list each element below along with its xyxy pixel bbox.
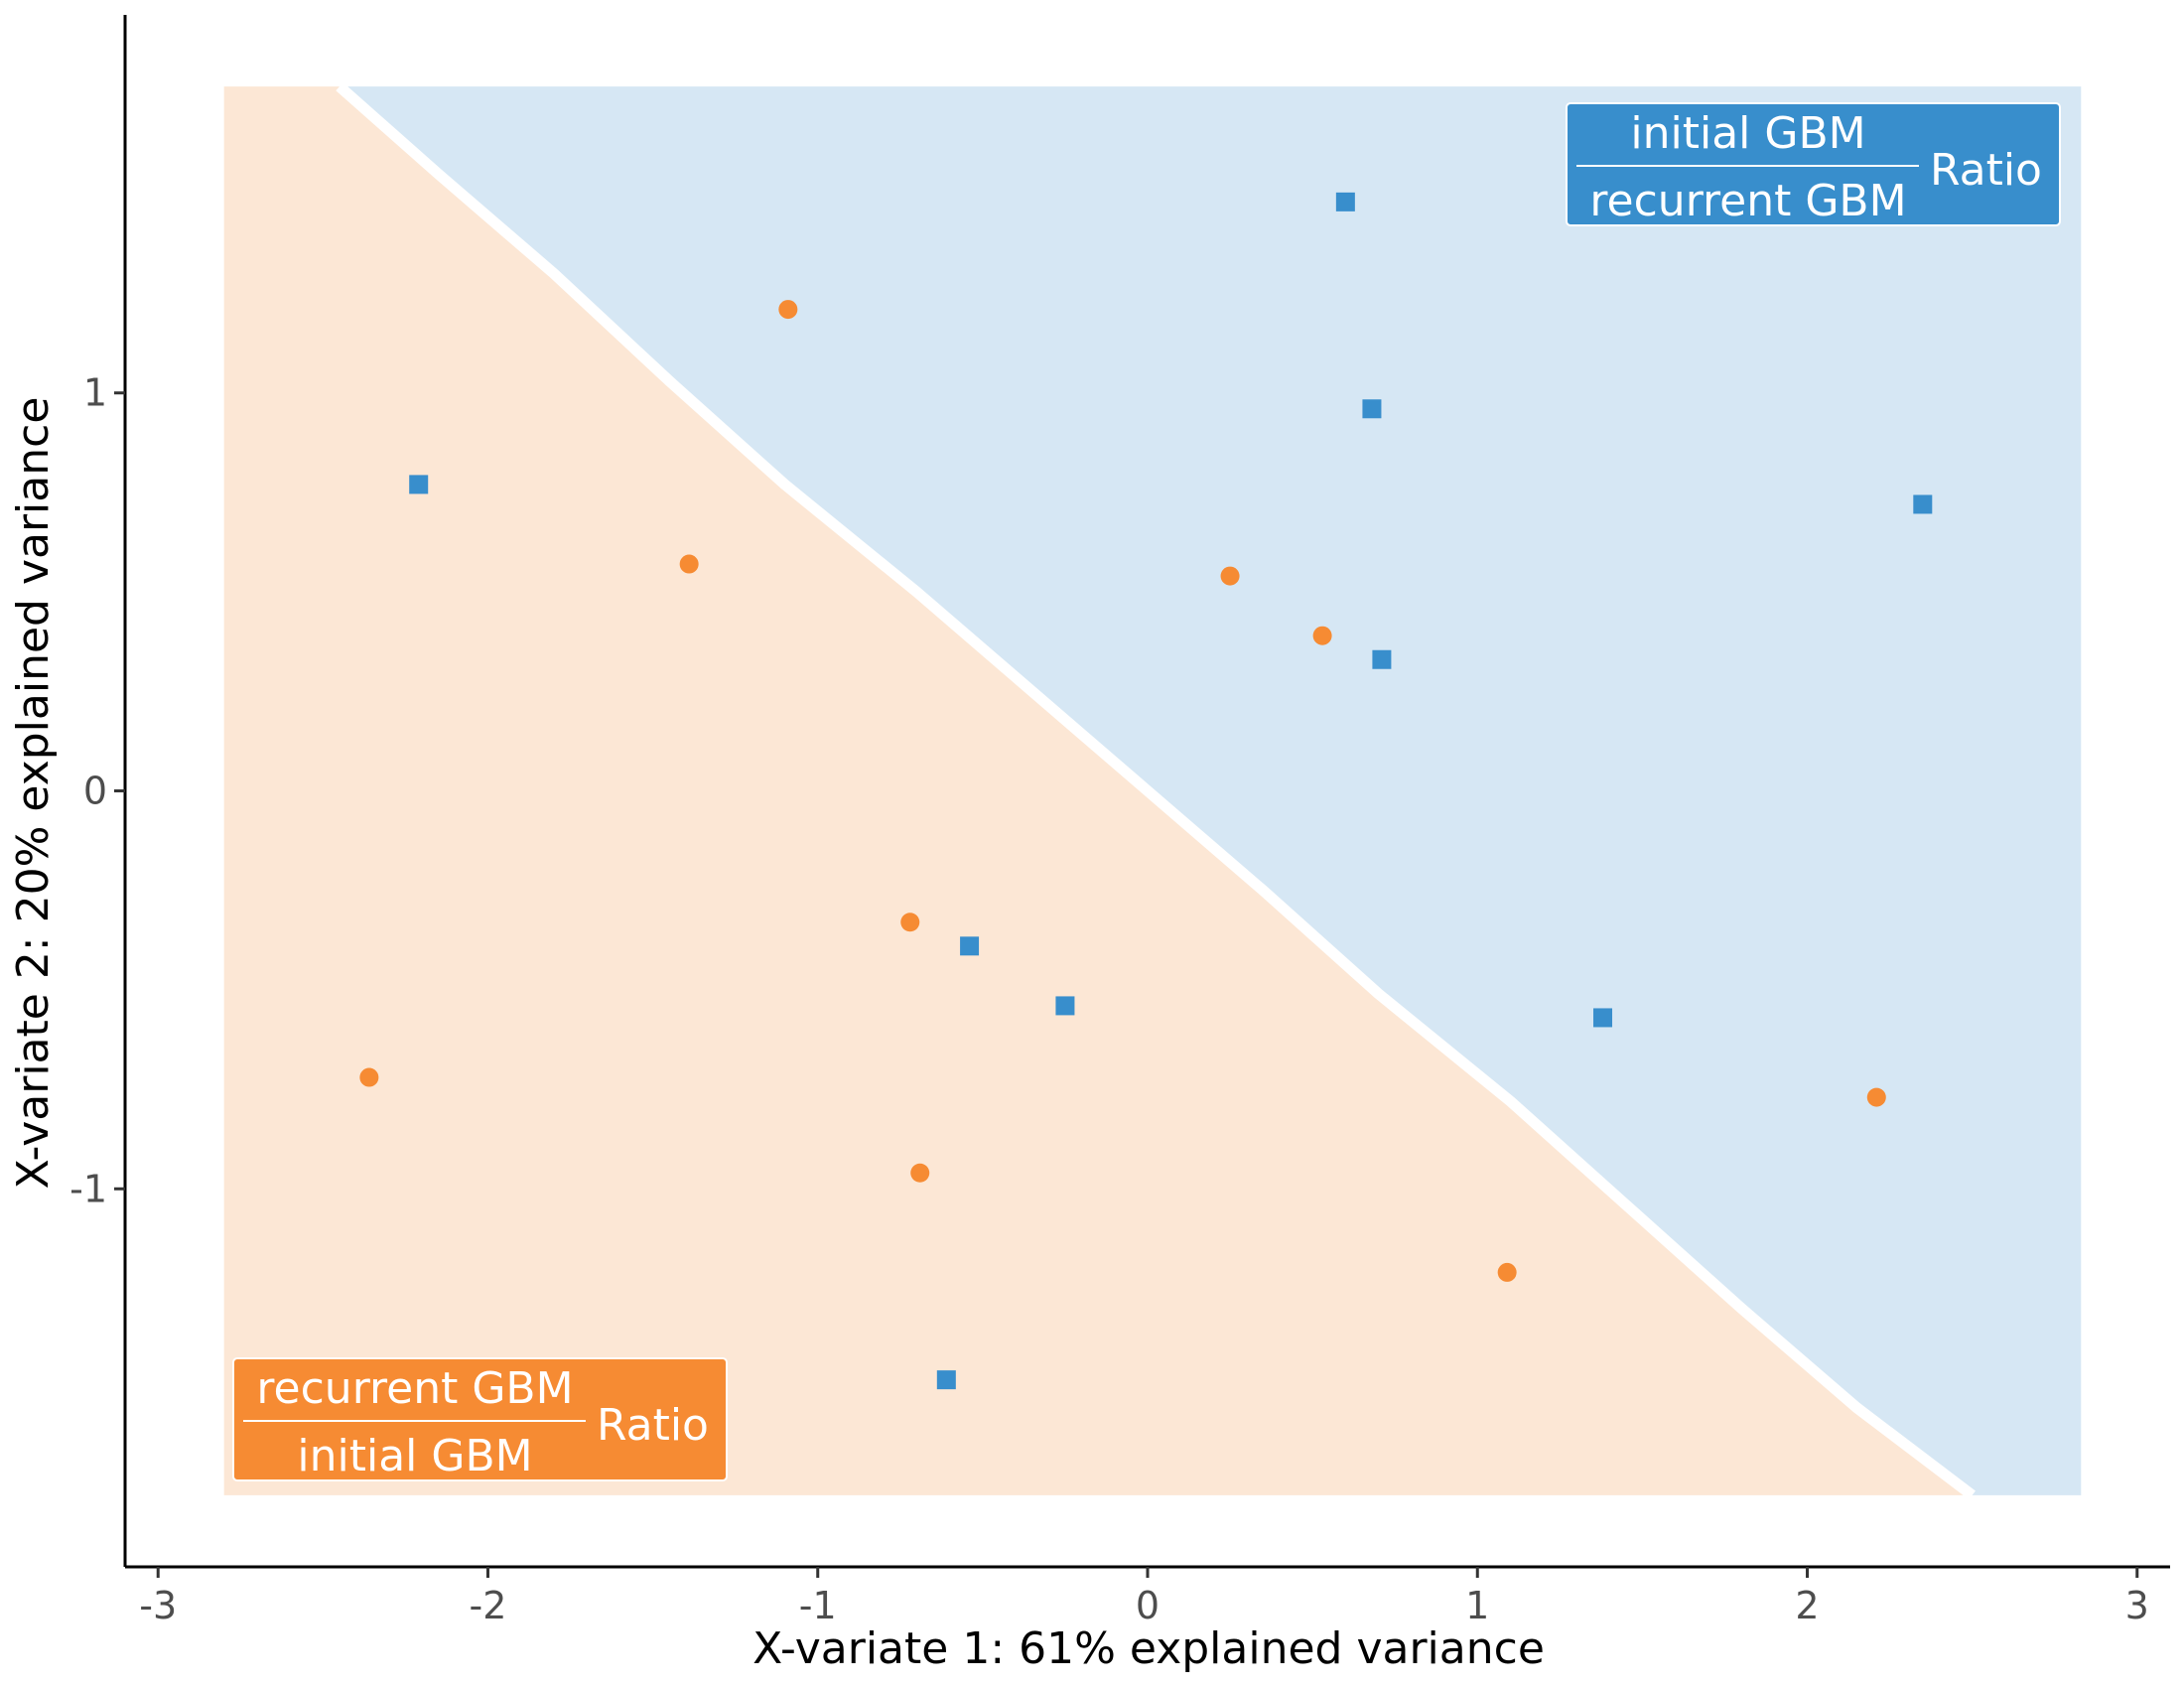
orange-circle-point-6 [359, 1067, 379, 1087]
x-axis-ticks: -3 -2 -1 0 1 2 3 [139, 1567, 2149, 1627]
blue-square-point-5 [409, 475, 429, 494]
blue-square-point-7 [1055, 996, 1075, 1016]
blue-square-point-4 [1372, 649, 1392, 669]
blue-label-box [1566, 102, 2061, 226]
blue-region [339, 86, 2082, 1495]
x-tick-label-3: 0 [1136, 1584, 1160, 1627]
orange-circle-point-7 [910, 1163, 930, 1183]
x-axis-title: X-variate 1: 61% explained variance [752, 1623, 1545, 1674]
orange-circle-point-4 [1312, 626, 1332, 645]
blue-label-denominator: recurrent GBM [1589, 176, 1906, 226]
orange-region-label: recurrent GBM initial GBM Ratio [232, 1357, 728, 1481]
x-tick-label-5: 2 [1795, 1584, 1819, 1627]
blue-square-point-8 [1593, 1008, 1613, 1028]
classification-regions [223, 82, 2082, 1500]
x-tick-label-4: 1 [1465, 1584, 1489, 1627]
blue-region-label: initial GBM recurrent GBM Ratio [1566, 102, 2061, 226]
y-tick-label-2: 1 [83, 371, 107, 415]
x-tick-label-0: -3 [139, 1584, 177, 1627]
orange-circle-point-2 [679, 554, 699, 574]
x-tick-label-2: -1 [799, 1584, 837, 1627]
blue-square-point-6 [960, 936, 980, 956]
x-tick-label-1: -2 [470, 1584, 507, 1627]
data-points [359, 192, 1933, 1390]
blue-square-point-9 [936, 1370, 956, 1390]
orange-circle-point-5 [900, 913, 920, 932]
axes: -3 -2 -1 0 1 2 3 -1 0 1 [69, 15, 2170, 1627]
orange-label-suffix: Ratio [597, 1400, 709, 1451]
blue-square-point-1 [1335, 192, 1355, 211]
y-tick-label-1: 0 [83, 770, 107, 813]
blue-square-point-2 [1362, 399, 1382, 419]
orange-circle-point-1 [778, 300, 798, 320]
orange-label-numerator: recurrent GBM [256, 1363, 573, 1414]
orange-label-denominator: initial GBM [297, 1431, 532, 1481]
blue-square-point-3 [1913, 494, 1933, 514]
y-axis-ticks: -1 0 1 [69, 371, 125, 1210]
blue-label-suffix: Ratio [1930, 145, 2042, 196]
orange-region [223, 86, 1973, 1495]
blue-label-numerator: initial GBM [1630, 108, 1865, 159]
orange-circle-point-9 [1866, 1087, 1886, 1107]
orange-circle-point-3 [1220, 566, 1240, 586]
x-tick-label-6: 3 [2125, 1584, 2149, 1627]
orange-label-box [232, 1357, 728, 1481]
y-tick-label-0: -1 [69, 1167, 107, 1210]
y-axis-title: X-variate 2: 20% explained variance [8, 397, 59, 1190]
decision-boundary [336, 82, 1976, 1500]
orange-circle-point-8 [1497, 1262, 1517, 1282]
